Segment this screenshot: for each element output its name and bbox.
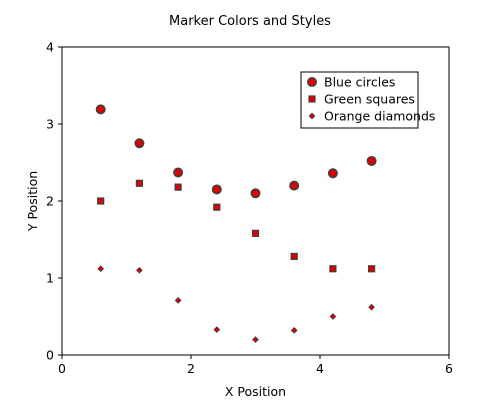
legend-box [300, 71, 419, 129]
chart-title: Marker Colors and Styles [169, 14, 331, 29]
circle-point [289, 180, 300, 191]
x-tick-label: 4 [316, 361, 324, 376]
legend-marker-square [308, 95, 316, 103]
axes-ticks: 0 2 4 6 0 1 2 3 4 [46, 40, 453, 377]
circle-point [211, 184, 222, 195]
diamond-point [252, 336, 259, 343]
circle-point [250, 188, 261, 199]
diamond-point [97, 265, 105, 273]
diamond-point [213, 326, 221, 333]
circle-point [95, 104, 106, 115]
square-point [97, 197, 105, 205]
square-point [213, 203, 221, 211]
square-point [329, 265, 337, 273]
square-point [251, 229, 260, 237]
circle-point [134, 138, 145, 149]
x-axis-label: X Position [225, 384, 286, 399]
diamond-point [174, 296, 182, 304]
x-tick-label: 2 [187, 361, 195, 376]
square-point [135, 179, 143, 187]
circle-point [327, 168, 338, 179]
y-tick-label: 2 [46, 194, 54, 209]
legend-marker-diamond [308, 112, 316, 120]
x-tick-label: 0 [58, 361, 66, 376]
legend: Blue circles Green squares Orange diamonds [300, 71, 435, 129]
x-tick-label: 6 [445, 361, 453, 376]
legend-marker-circle [306, 77, 317, 88]
legend-label: Blue circles [324, 75, 395, 90]
square-point [174, 183, 182, 191]
y-axis-label: Y Position [25, 171, 40, 232]
y-tick-label: 1 [46, 271, 54, 286]
y-tick-label: 3 [46, 117, 54, 132]
diamond-point [368, 303, 375, 311]
y-tick-label: 0 [46, 348, 54, 363]
data-points [95, 104, 377, 343]
legend-label: Orange diamonds [324, 109, 435, 124]
y-tick-label: 4 [46, 40, 54, 55]
legend-label: Green squares [324, 92, 415, 107]
circle-point [366, 155, 377, 166]
circle-point [173, 167, 184, 178]
diamond-point [290, 326, 298, 334]
diamond-point [329, 313, 337, 320]
diamond-point [136, 266, 143, 274]
square-point [290, 252, 298, 261]
square-point [368, 265, 376, 273]
